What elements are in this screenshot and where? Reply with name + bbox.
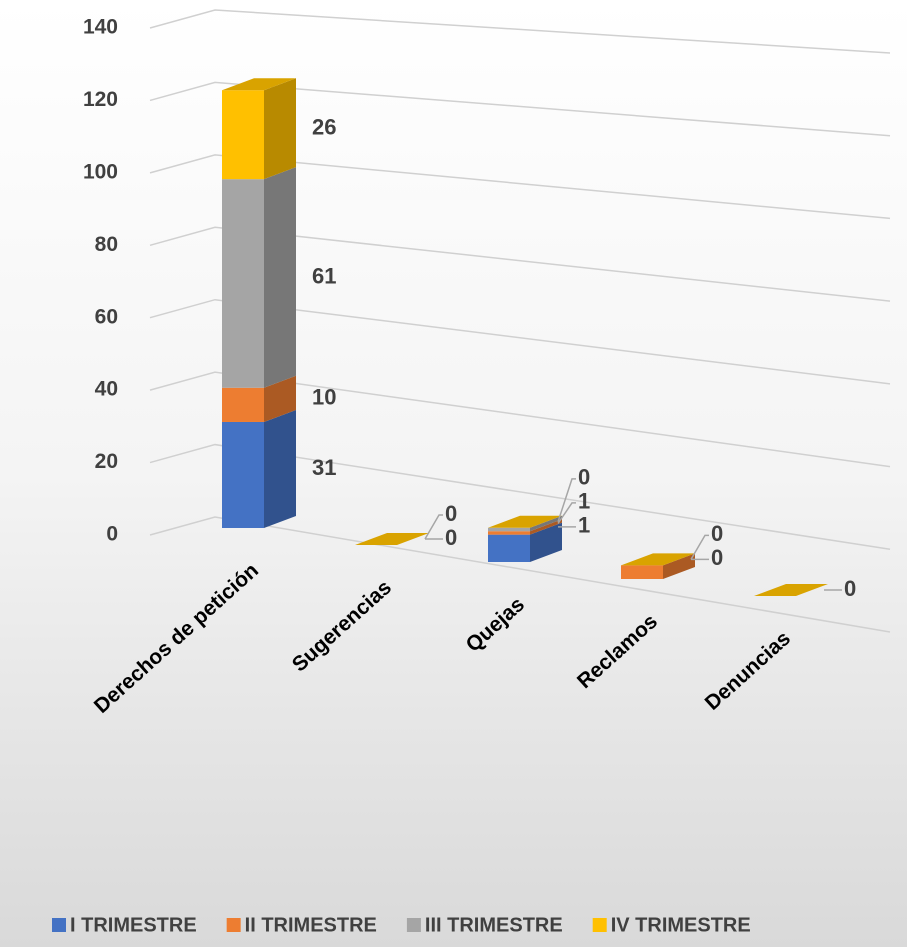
bar-segment	[222, 409, 296, 528]
bar-front	[222, 90, 264, 180]
bar-side	[264, 375, 296, 422]
value-label: 0	[711, 521, 723, 546]
legend-swatch	[592, 918, 607, 932]
y-tick-label: 0	[106, 523, 118, 546]
value-label: 26	[312, 115, 336, 140]
bar-segment	[621, 553, 695, 566]
bar-segment	[222, 78, 296, 180]
grid-line	[149, 81, 891, 137]
grid-line	[149, 226, 891, 302]
grid-line	[149, 516, 891, 633]
bar-front	[621, 565, 663, 579]
bar-segment	[488, 515, 562, 532]
bar-top	[754, 584, 828, 596]
bar-segment	[355, 533, 429, 545]
grid-line	[149, 154, 891, 220]
y-tick-label: 80	[95, 233, 118, 256]
bar-segment	[488, 522, 562, 562]
bar-top	[488, 515, 562, 528]
legend-label: IV TRIMESTRE	[611, 914, 751, 936]
bar-side	[530, 519, 562, 535]
leader-line	[424, 514, 443, 540]
value-label: 0	[711, 545, 723, 570]
grid-line	[149, 298, 891, 385]
bar-side	[530, 522, 562, 562]
y-tick-label: 100	[83, 160, 118, 183]
bar-top	[355, 533, 429, 545]
bar-side	[663, 553, 695, 579]
value-label: 0	[445, 525, 457, 550]
y-tick-label: 40	[95, 378, 118, 401]
value-label: 1	[578, 513, 590, 538]
value-label: 0	[445, 501, 457, 526]
y-tick-label: 120	[83, 88, 118, 111]
grid-line	[149, 371, 891, 468]
legend-label: III TRIMESTRE	[425, 914, 563, 936]
bar-top	[222, 78, 296, 91]
legend-label: II TRIMESTRE	[245, 914, 377, 936]
leader-line	[557, 502, 576, 524]
bar-segment	[488, 515, 562, 528]
value-label: 31	[312, 455, 336, 480]
bar-side	[264, 409, 296, 528]
bar-front	[488, 531, 530, 535]
y-tick-label: 20	[95, 450, 118, 473]
leader-line	[557, 478, 576, 523]
value-label: 61	[312, 263, 336, 288]
bar-side	[264, 78, 296, 180]
bar-front	[488, 527, 530, 532]
grid-line	[149, 443, 891, 551]
value-label: 10	[312, 385, 336, 410]
bar-front	[488, 534, 530, 562]
bar-front	[222, 387, 264, 422]
bar-segment	[222, 375, 296, 422]
bar-side	[530, 515, 562, 532]
legend-label: I TRIMESTRE	[70, 914, 197, 936]
grid-line	[149, 9, 891, 54]
bar-front	[222, 421, 264, 528]
value-label: 0	[578, 465, 590, 490]
bar-segment	[621, 553, 695, 579]
bar-segment	[488, 519, 562, 535]
bar-top	[621, 553, 695, 566]
bar-segment	[222, 167, 296, 388]
value-label: 0	[844, 576, 856, 601]
y-tick-label: 140	[83, 16, 118, 39]
bar-side	[264, 167, 296, 388]
legend-swatch	[52, 918, 66, 932]
leader-line	[690, 534, 709, 560]
legend-swatch	[406, 918, 421, 932]
value-label: 1	[578, 489, 590, 514]
bar-front	[222, 179, 264, 388]
bar-segment	[754, 584, 828, 596]
y-tick-label: 60	[95, 305, 118, 328]
legend-swatch	[226, 918, 241, 932]
